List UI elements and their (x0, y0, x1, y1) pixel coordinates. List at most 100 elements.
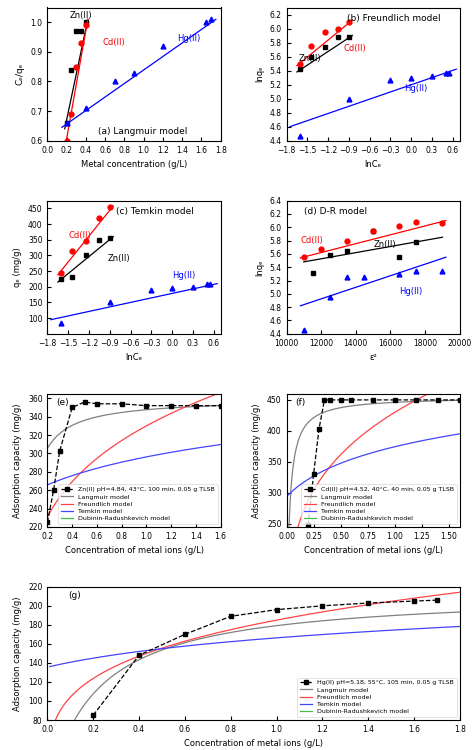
Freundlich model (77, 470, 82, 478)
Dubinin-Radushkevich model (285, 674, 291, 683)
Text: (b) Freundlich model: (b) Freundlich model (347, 14, 441, 23)
Cd(II) pH=4.52, 40°C, 40 min, 0.05 g TLSB (370, 395, 376, 404)
Temkin model (291, 632, 297, 641)
X-axis label: Concentration of metal ions (g/L): Concentration of metal ions (g/L) (184, 740, 323, 748)
Freundlich model (292, 536, 297, 544)
Freundlich model (47, 736, 53, 745)
Langmuir model (330, 405, 336, 414)
Temkin model (91, 465, 96, 474)
Temkin model (47, 662, 53, 671)
Cd(II) pH=4.52, 40°C, 40 min, 0.05 g TLSB (414, 395, 419, 404)
Langmuir model (448, 396, 454, 405)
Cd(II) pH=4.52, 40°C, 40 min, 0.05 g TLSB (327, 395, 333, 404)
Text: (c) Temkin model: (c) Temkin model (116, 207, 194, 216)
Freundlich model (298, 611, 303, 620)
Freundlich model (330, 458, 336, 467)
Y-axis label: Adsorption capacity (mg/g): Adsorption capacity (mg/g) (253, 403, 262, 517)
Y-axis label: Adsorption capacity (mg/g): Adsorption capacity (mg/g) (13, 596, 22, 711)
Cd(II) pH=4.52, 40°C, 40 min, 0.05 g TLSB (311, 470, 317, 478)
Temkin model (285, 491, 291, 500)
Cd(II) pH=4.52, 40°C, 40 min, 0.05 g TLSB (305, 520, 311, 530)
Text: (d) D-R model: (d) D-R model (304, 207, 367, 216)
X-axis label: Metal concentration (g/L): Metal concentration (g/L) (81, 160, 187, 169)
Langmuir model (295, 437, 301, 446)
Line: Hg(II) pH=5.18, 55°C, 105 min, 0.05 g TLSB: Hg(II) pH=5.18, 55°C, 105 min, 0.05 g TL… (91, 598, 439, 718)
Cd(II) pH=4.52, 40°C, 40 min, 0.05 g TLSB (338, 395, 344, 404)
Cd(II) pH=4.52, 40°C, 40 min, 0.05 g TLSB (457, 395, 463, 404)
Text: Hg(II): Hg(II) (399, 286, 422, 296)
Freundlich model (457, 374, 463, 383)
Text: Cd(II): Cd(II) (344, 44, 366, 53)
Zn(II) pH=4.84, 43°C, 100 min, 0.05 g TLSB (144, 401, 149, 410)
Cd(II) pH=4.52, 40°C, 40 min, 0.05 g TLSB (392, 395, 398, 404)
Temkin model (77, 469, 82, 478)
Langmuir model (290, 620, 295, 628)
Freundlich model (448, 379, 454, 388)
Dubinin-Radushkevich model (448, 604, 454, 613)
Temkin model (419, 624, 424, 633)
Langmuir model (292, 452, 297, 461)
Legend: Cd(II) pH=4.52, 40°C, 40 min, 0.05 g TLSB, Langmuir model, Freundlich model, Tem: Cd(II) pH=4.52, 40°C, 40 min, 0.05 g TLS… (301, 484, 456, 524)
Langmuir model (419, 610, 424, 619)
Freundlich model (209, 392, 215, 400)
Cd(II) pH=4.52, 40°C, 40 min, 0.05 g TLSB (435, 395, 441, 404)
Zn(II) pH=4.84, 43°C, 100 min, 0.05 g TLSB (94, 399, 100, 408)
Zn(II) pH=4.84, 43°C, 100 min, 0.05 g TLSB (51, 486, 56, 495)
Legend: Zn(II) pH=4.84, 43°C, 100 min, 0.05 g TLSB, Langmuir model, Freundlich model, Te: Zn(II) pH=4.84, 43°C, 100 min, 0.05 g TL… (58, 484, 218, 524)
Dubinin-Radushkevich model (218, 661, 224, 670)
Langmuir model (442, 396, 448, 405)
Temkin model (52, 478, 57, 487)
Dubinin-Radushkevich model (209, 668, 215, 676)
Temkin model (448, 430, 454, 439)
Y-axis label: Cₑ/qₑ: Cₑ/qₑ (16, 63, 25, 86)
Line: Freundlich model: Freundlich model (288, 379, 460, 595)
Hg(II) pH=5.18, 55°C, 105 min, 0.05 g TLSB (411, 596, 417, 605)
Langmuir model (45, 444, 50, 453)
X-axis label: Concentration of metal ions (g/L): Concentration of metal ions (g/L) (304, 546, 443, 555)
Freundlich model (48, 729, 54, 738)
Hg(II) pH=5.18, 55°C, 105 min, 0.05 g TLSB (319, 602, 325, 610)
Line: Freundlich model: Freundlich model (50, 592, 460, 740)
Zn(II) pH=4.84, 43°C, 100 min, 0.05 g TLSB (119, 399, 125, 408)
X-axis label: lnCₑ: lnCₑ (126, 353, 143, 362)
Zn(II) pH=4.84, 43°C, 100 min, 0.05 g TLSB (57, 446, 63, 455)
Langmuir model (55, 430, 61, 439)
Temkin model (442, 432, 448, 441)
Y-axis label: Adsorption capacity (mg/g): Adsorption capacity (mg/g) (13, 403, 22, 517)
Langmuir model (218, 401, 224, 410)
Text: Zn(II): Zn(II) (373, 240, 396, 249)
Temkin model (218, 440, 224, 449)
Zn(II) pH=4.84, 43°C, 100 min, 0.05 g TLSB (82, 398, 87, 406)
Dubinin-Radushkevich model (77, 724, 82, 734)
Hg(II) pH=5.18, 55°C, 105 min, 0.05 g TLSB (434, 596, 440, 604)
Line: Cd(II) pH=4.52, 40°C, 40 min, 0.05 g TLSB: Cd(II) pH=4.52, 40°C, 40 min, 0.05 g TLS… (306, 398, 462, 527)
Text: Cd(II): Cd(II) (68, 231, 91, 240)
Text: Cd(II): Cd(II) (301, 236, 323, 245)
Freundlich model (285, 590, 291, 599)
Dubinin-Radushkevich model (317, 674, 322, 683)
Zn(II) pH=4.84, 43°C, 100 min, 0.05 g TLSB (69, 403, 75, 412)
Text: Hg(II): Hg(II) (172, 271, 195, 280)
Y-axis label: lnqₑ: lnqₑ (255, 66, 264, 82)
Line: Dubinin-Radushkevich model: Dubinin-Radushkevich model (288, 601, 460, 679)
Zn(II) pH=4.84, 43°C, 100 min, 0.05 g TLSB (45, 518, 50, 526)
Line: Temkin model: Temkin model (47, 445, 221, 485)
Hg(II) pH=5.18, 55°C, 105 min, 0.05 g TLSB (365, 598, 371, 608)
Line: Freundlich model: Freundlich model (47, 392, 221, 517)
Langmuir model (291, 620, 297, 628)
Freundlich model (317, 476, 322, 485)
Text: Zn(II): Zn(II) (70, 11, 92, 20)
Line: Langmuir model: Langmuir model (288, 400, 460, 585)
Freundlich model (218, 388, 224, 397)
Zn(II) pH=4.84, 43°C, 100 min, 0.05 g TLSB (193, 401, 199, 410)
Langmuir model (77, 418, 82, 427)
X-axis label: Concentration of metal ions (g/L): Concentration of metal ions (g/L) (64, 546, 203, 555)
Langmuir model (457, 608, 463, 616)
Langmuir model (317, 410, 322, 419)
Temkin model (457, 429, 463, 438)
Freundlich model (52, 500, 57, 509)
Temkin model (290, 632, 295, 641)
Cd(II) pH=4.52, 40°C, 40 min, 0.05 g TLSB (321, 395, 327, 404)
Text: (e): (e) (56, 398, 69, 406)
Line: Zn(II) pH=4.84, 43°C, 100 min, 0.05 g TLSB: Zn(II) pH=4.84, 43°C, 100 min, 0.05 g TL… (45, 400, 223, 525)
